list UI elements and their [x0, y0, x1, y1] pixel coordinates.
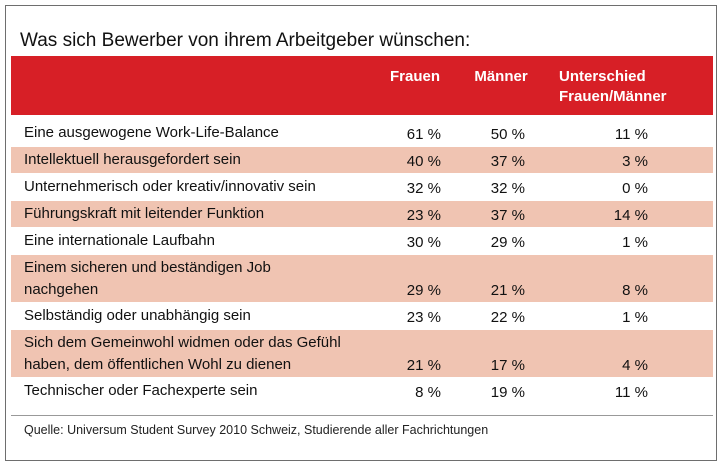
table-title: Was sich Bewerber von ihrem Arbeitgeber … [20, 30, 471, 51]
table-row: Einem sicheren und beständigen Job nachg… [11, 255, 713, 302]
row-men: 19 % [490, 384, 525, 401]
row-women: 8 % [415, 384, 441, 401]
table-row: Eine internationale Laufbahn 30 % 29 % 1… [11, 228, 713, 254]
row-label: Eine ausgewogene Work-Life-Balance [24, 124, 279, 141]
row-diff: 11 % [614, 384, 648, 401]
row-label: Technischer oder Fachexperte sein [24, 382, 258, 399]
row-label: Unternehmerisch oder kreativ/innovativ s… [24, 178, 316, 195]
table-row: Sich dem Gemeinwohl widmen oder das Gefü… [11, 330, 713, 377]
row-diff: 0 % [622, 180, 648, 197]
row-women: 32 % [406, 180, 441, 197]
table-row: Eine ausgewogene Work-Life-Balance 61 % … [11, 120, 713, 146]
row-men: 37 % [490, 153, 525, 170]
header-men: Männer [474, 68, 528, 85]
row-diff: 3 % [622, 153, 648, 170]
row-label: Führungskraft mit leitender Funktion [24, 205, 265, 222]
table-header: Frauen Männer Unterschied Frauen/Männer [11, 56, 713, 115]
row-women: 30 % [406, 234, 441, 251]
row-men: 50 % [490, 126, 525, 143]
row-men: 21 % [490, 282, 525, 299]
row-diff: 8 % [622, 282, 648, 299]
table-row: Führungskraft mit leitender Funktion 23 … [11, 201, 713, 227]
table-row: Selbständig oder unabhängig sein 23 % 22… [11, 303, 713, 329]
row-women: 21 % [406, 357, 441, 374]
row-diff: 1 % [622, 234, 648, 251]
row-label: Intellektuell herausgefordert sein [24, 151, 241, 168]
row-men: 32 % [490, 180, 525, 197]
row-women: 40 % [406, 153, 441, 170]
footer-divider [11, 415, 713, 416]
table-row: Technischer oder Fachexperte sein 8 % 19… [11, 378, 713, 404]
row-men: 29 % [490, 234, 525, 251]
row-diff: 1 % [622, 309, 648, 326]
row-diff: 11 % [614, 126, 648, 143]
row-men: 17 % [490, 357, 525, 374]
header-women: Frauen [389, 68, 440, 85]
row-diff: 14 % [613, 207, 648, 224]
row-label: Sich dem Gemeinwohl widmen oder das Gefü… [24, 334, 341, 373]
row-women: 29 % [406, 282, 441, 299]
source-note: Quelle: Universum Student Survey 2010 Sc… [24, 423, 489, 437]
row-women: 23 % [406, 207, 441, 224]
table-row: Intellektuell herausgefordert sein 40 % … [11, 147, 713, 173]
row-diff: 4 % [622, 357, 648, 374]
row-women: 61 % [406, 126, 441, 143]
row-label: Einem sicheren und beständigen Job nachg… [24, 259, 271, 298]
row-men: 37 % [490, 207, 525, 224]
table-row: Unternehmerisch oder kreativ/innovativ s… [11, 174, 713, 200]
row-label: Eine internationale Laufbahn [24, 232, 215, 249]
row-men: 22 % [490, 309, 525, 326]
row-label: Selbständig oder unabhängig sein [24, 307, 251, 324]
header-difference: Unterschied Frauen/Männer [559, 68, 667, 105]
row-women: 23 % [406, 309, 441, 326]
